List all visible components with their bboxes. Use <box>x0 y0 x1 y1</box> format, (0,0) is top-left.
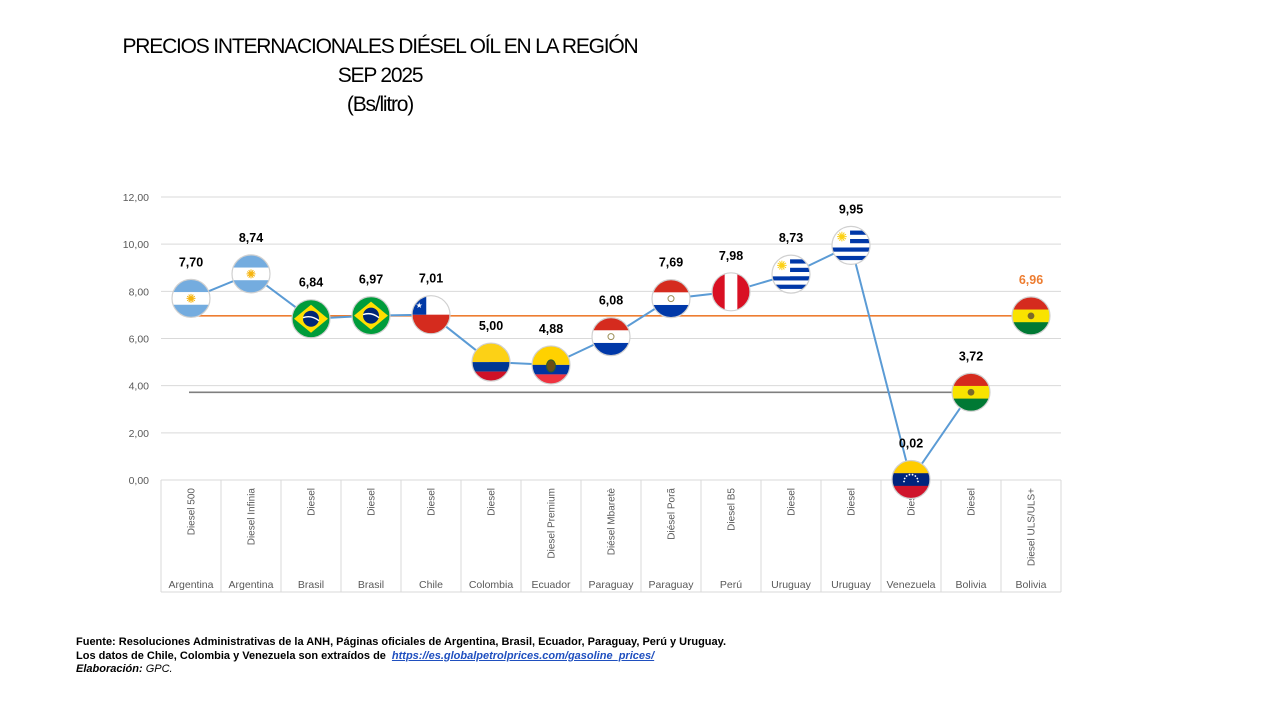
x-product-label: Diesel ULS/ULS+ <box>1027 488 1038 566</box>
credit-note: Elaboración: GPC. <box>76 663 726 677</box>
x-country-label: Argentina <box>229 579 274 591</box>
y-tick-label: 4,00 <box>129 381 150 393</box>
flag-marker-border <box>291 299 331 339</box>
x-country-label: Uruguay <box>831 579 871 591</box>
x-product-label: Diesel <box>907 488 918 516</box>
y-tick-label: 0,00 <box>129 475 150 487</box>
data-label: 7,70 <box>179 255 203 269</box>
credit-label: Elaboración: <box>76 663 143 675</box>
uruguay-flag-icon <box>772 255 810 294</box>
data-label: 5,00 <box>479 319 503 333</box>
data-label: 9,95 <box>839 202 863 216</box>
source-link[interactable]: https://es.globalpetrolprices.com/gasoli… <box>391 649 655 662</box>
brazil-flag-icon <box>292 299 330 338</box>
data-label: 6,97 <box>359 273 383 287</box>
data-label: 3,72 <box>959 349 983 363</box>
x-product-label: Diesel <box>847 488 858 516</box>
flag-marker-border <box>651 279 691 319</box>
x-country-label: Ecuador <box>531 579 571 591</box>
x-country-label: Brasil <box>298 579 324 591</box>
x-product-label: Diesel Premium <box>547 488 558 559</box>
x-country-label: Bolivia <box>956 579 987 591</box>
flag-markers: ★ <box>171 225 1051 500</box>
data-note-text: Los datos de Chile, Colombia y Venezuela… <box>76 649 386 662</box>
x-country-label: Argentina <box>169 579 214 591</box>
x-country-label: Perú <box>720 579 742 591</box>
x-country-label: Paraguay <box>649 579 695 591</box>
data-label: 6,08 <box>599 294 623 308</box>
data-label: 8,73 <box>779 231 803 245</box>
x-country-label: Venezuela <box>886 579 935 591</box>
data-label: 6,84 <box>299 276 323 290</box>
x-country-label: Chile <box>419 579 443 591</box>
x-product-label: Diesel <box>487 488 498 516</box>
x-product-label: Diesel <box>427 488 438 516</box>
x-product-label: Diesel B5 <box>727 488 738 531</box>
flag-marker-border <box>351 296 391 336</box>
flag-marker-border <box>591 317 631 357</box>
reference-lines <box>189 315 1031 394</box>
x-product-label: Diésel Mbaretè <box>607 488 618 556</box>
x-country-label: Brasil <box>358 579 384 591</box>
svg-text:★: ★ <box>416 301 423 310</box>
flag-marker-border <box>1011 296 1051 336</box>
flag-marker-border <box>171 278 211 319</box>
title-line-3: (Bs/litro) <box>346 93 414 116</box>
flag-marker-border <box>831 225 871 265</box>
chart-title: PRECIOS INTERNACIONALES DIÉSEL OÍL EN LA… <box>100 32 660 119</box>
x-product-label: Diésel Porã <box>667 488 678 540</box>
data-label: 8,74 <box>239 231 263 245</box>
flag-marker-border <box>891 459 931 500</box>
ecuador-flag-icon <box>532 345 570 384</box>
x-product-label: Diesel 500 <box>187 488 198 536</box>
bolivia-flag-icon <box>952 373 990 412</box>
y-tick-label: 8,00 <box>129 286 150 298</box>
y-tick-label: 12,00 <box>123 192 149 204</box>
data-label: 7,01 <box>419 272 443 286</box>
flag-marker-border <box>951 372 991 412</box>
x-product-label: Diesel <box>967 488 978 516</box>
brazil-flag-icon <box>352 296 390 335</box>
flag-marker-border <box>711 272 751 312</box>
data-label: 6,96 <box>1019 273 1043 287</box>
footer: Fuente: Resoluciones Administrativas de … <box>76 636 726 677</box>
y-tick-label: 6,00 <box>129 334 150 346</box>
flag-marker-border <box>531 345 571 385</box>
flag-marker-border <box>411 295 451 335</box>
data-label: 7,98 <box>719 249 743 263</box>
x-axis: Diesel 500 Argentina Diesel Infinia Argenti… <box>160 480 1062 593</box>
data-label: 0,02 <box>899 437 923 451</box>
peru-flag-icon <box>712 272 750 311</box>
x-product-label: Diesel Infinia <box>247 488 258 546</box>
flag-marker-border <box>231 254 271 294</box>
y-tick-label: 2,00 <box>129 428 150 440</box>
x-country-label: Uruguay <box>771 579 811 591</box>
x-country-label: Colombia <box>469 579 514 591</box>
x-product-label: Diesel <box>787 488 798 516</box>
credit-value: GPC. <box>145 663 173 675</box>
data-label: 4,88 <box>539 322 563 336</box>
data-labels: 7,70 8,74 6,84 6,97 7,01 5,00 4,88 6,08 7,69 7,98… <box>179 202 1043 450</box>
source-note: Fuente: Resoluciones Administrativas de … <box>76 636 727 648</box>
price-chart: 0,00 2,00 4,00 6,00 8,00 10,00 12,00 Diesel 50… <box>123 192 1062 593</box>
title-line-1: PRECIOS INTERNACIONALES DIÉSEL OÍL EN LA… <box>122 35 638 58</box>
x-product-label: Diesel <box>367 488 378 516</box>
colombia-flag-icon <box>472 343 510 382</box>
data-label: 7,69 <box>659 256 683 270</box>
data-note: Los datos de Chile, Colombia y Venezuela… <box>76 650 726 664</box>
paraguay-flag-icon <box>592 317 630 356</box>
x-product-label: Diesel <box>307 488 318 516</box>
x-country-label: Bolivia <box>1016 579 1047 591</box>
flag-marker-border <box>471 342 511 382</box>
flag-marker-border <box>771 254 811 294</box>
y-tick-label: 10,00 <box>123 239 149 251</box>
y-axis-ticks: 0,00 2,00 4,00 6,00 8,00 10,00 12,00 <box>123 192 149 487</box>
title-line-2: SEP 2025 <box>337 64 424 87</box>
x-country-label: Paraguay <box>589 579 635 591</box>
